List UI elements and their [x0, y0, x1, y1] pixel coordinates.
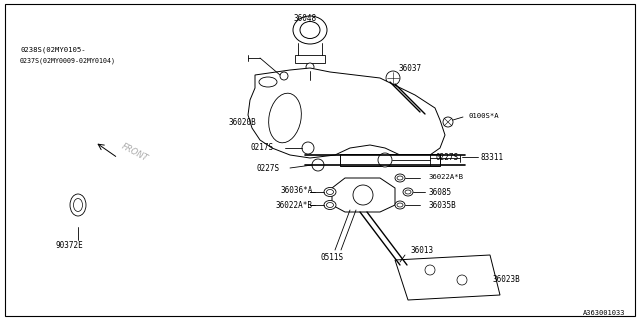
Ellipse shape: [326, 189, 333, 195]
Circle shape: [306, 63, 314, 71]
Text: 0100S*A: 0100S*A: [468, 113, 499, 119]
Circle shape: [280, 72, 288, 80]
Circle shape: [386, 71, 400, 85]
Text: 36085: 36085: [428, 188, 451, 196]
Text: 36020B: 36020B: [228, 117, 256, 126]
Circle shape: [457, 275, 467, 285]
Text: 36023B: 36023B: [492, 276, 520, 284]
Ellipse shape: [259, 77, 277, 87]
Polygon shape: [295, 55, 325, 63]
Circle shape: [443, 117, 453, 127]
Text: 36035B: 36035B: [428, 201, 456, 210]
Ellipse shape: [395, 201, 405, 209]
Polygon shape: [332, 178, 395, 212]
Text: 0227S: 0227S: [435, 153, 458, 162]
Text: 0237S(02MY0009-02MY0104): 0237S(02MY0009-02MY0104): [20, 58, 116, 64]
Text: 36022A*B: 36022A*B: [275, 201, 312, 210]
Text: 0217S: 0217S: [250, 142, 273, 151]
Text: 0238S(02MY0105-: 0238S(02MY0105-: [20, 47, 86, 53]
Circle shape: [425, 265, 435, 275]
Ellipse shape: [74, 198, 83, 212]
Circle shape: [353, 185, 373, 205]
Ellipse shape: [326, 203, 333, 207]
Ellipse shape: [324, 201, 336, 210]
Ellipse shape: [300, 21, 320, 38]
Text: A363001033: A363001033: [582, 310, 625, 316]
Text: FRONT: FRONT: [120, 142, 150, 164]
Ellipse shape: [70, 194, 86, 216]
Ellipse shape: [403, 188, 413, 196]
Ellipse shape: [324, 188, 336, 196]
Bar: [340, 154, 440, 166]
Ellipse shape: [397, 203, 403, 207]
Text: 0227S: 0227S: [256, 164, 279, 172]
Ellipse shape: [405, 190, 411, 194]
Text: 90372E: 90372E: [55, 241, 83, 250]
Ellipse shape: [293, 16, 327, 44]
Text: 36022A*B: 36022A*B: [428, 174, 463, 180]
Ellipse shape: [397, 176, 403, 180]
Circle shape: [312, 159, 324, 171]
Text: 0511S: 0511S: [320, 253, 343, 262]
Text: 83311: 83311: [480, 153, 503, 162]
Text: 36048: 36048: [293, 13, 317, 22]
Circle shape: [302, 142, 314, 154]
Ellipse shape: [269, 93, 301, 143]
Circle shape: [378, 153, 392, 167]
Polygon shape: [395, 255, 500, 300]
Ellipse shape: [395, 174, 405, 182]
Text: 36036*A: 36036*A: [280, 186, 312, 195]
Polygon shape: [248, 68, 445, 158]
Text: 36013: 36013: [410, 245, 433, 254]
Text: 36037: 36037: [398, 63, 421, 73]
